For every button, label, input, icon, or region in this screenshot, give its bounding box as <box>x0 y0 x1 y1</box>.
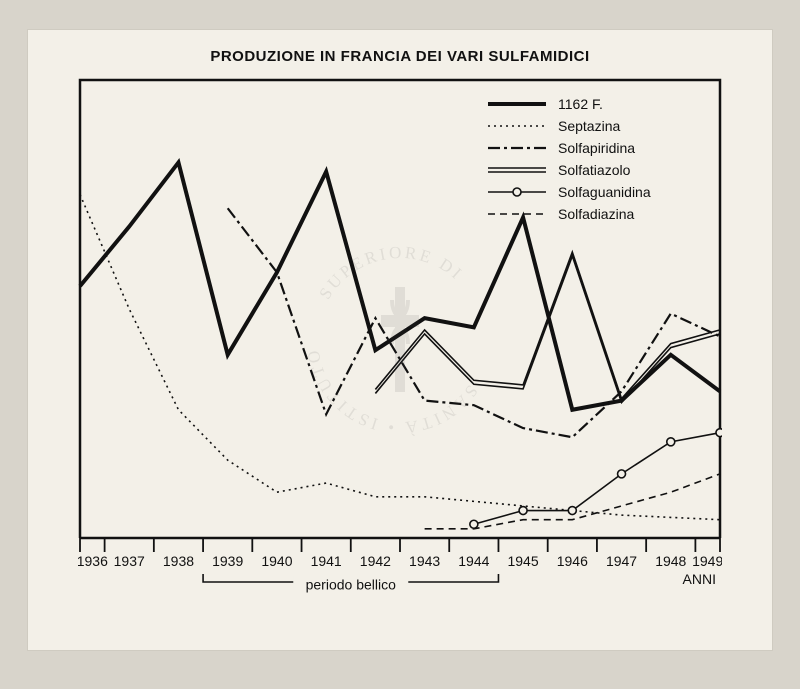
legend-label: Solfapiridina <box>558 140 635 156</box>
line-chart: 1936 1937 1938 1939 1940 1941 1942 1943 1944 1945… <box>78 78 722 638</box>
x-tick-label: 1938 <box>163 553 194 569</box>
x-tick-label: 1936 <box>78 553 108 569</box>
x-tick-label: 1945 <box>507 553 538 569</box>
series-line <box>375 252 720 399</box>
x-axis-label: ANNI <box>683 571 716 587</box>
legend-label: Solfaguanidina <box>558 184 651 200</box>
chart-title: PRODUZIONE IN FRANCIA DEI VARI SULFAMIDI… <box>28 48 772 65</box>
bracket-label: periodo bellico <box>306 577 396 593</box>
series-marker <box>568 507 576 515</box>
x-tick-label: 1943 <box>409 553 440 569</box>
series-line <box>425 474 720 529</box>
x-tick-label: 1939 <box>212 553 243 569</box>
x-tick-label: 1937 <box>114 553 145 569</box>
legend-label: 1162 F. <box>558 96 603 112</box>
chart-container: 1936 1937 1938 1939 1940 1941 1942 1943 1944 1945… <box>78 78 722 598</box>
series-marker <box>519 507 527 515</box>
x-tick-label: 1949 <box>692 553 722 569</box>
legend-label: Septazina <box>558 118 620 134</box>
series-marker <box>470 520 478 528</box>
x-tick-label: 1946 <box>557 553 588 569</box>
legend-label: Solfadiazina <box>558 206 634 222</box>
series-line <box>375 256 720 403</box>
series-line <box>474 433 720 525</box>
x-tick-label: 1940 <box>261 553 292 569</box>
x-tick-label: 1942 <box>360 553 391 569</box>
series-marker <box>618 470 626 478</box>
x-tick-label: 1948 <box>655 553 686 569</box>
chart-frame: PRODUZIONE IN FRANCIA DEI VARI SULFAMIDI… <box>28 30 772 650</box>
x-tick-label: 1947 <box>606 553 637 569</box>
series-marker <box>667 438 675 446</box>
series-marker <box>716 429 722 437</box>
x-tick-label: 1944 <box>458 553 489 569</box>
legend-label: Solfatiazolo <box>558 162 631 178</box>
x-tick-label: 1941 <box>311 553 342 569</box>
